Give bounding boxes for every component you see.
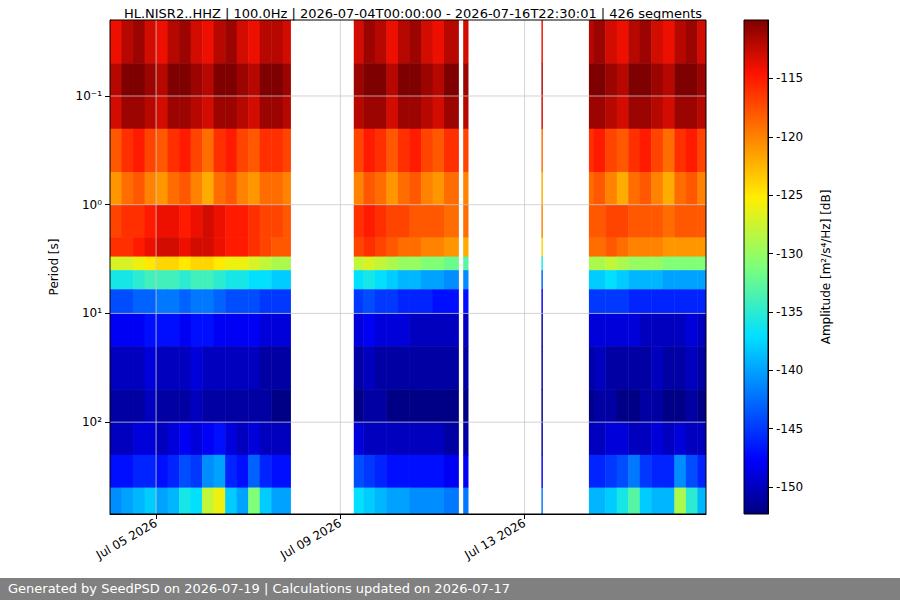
svg-text:-135: -135 bbox=[776, 305, 803, 319]
svg-text:Period [s]: Period [s] bbox=[47, 239, 61, 296]
svg-text:Generated by SeedPSD on 2026-0: Generated by SeedPSD on 2026-07-19 | Cal… bbox=[8, 581, 510, 596]
svg-text:10⁰: 10⁰ bbox=[82, 198, 102, 212]
svg-text:-130: -130 bbox=[776, 247, 803, 261]
svg-text:HL.NISR2..HHZ | 100.0Hz | 2026: HL.NISR2..HHZ | 100.0Hz | 2026-07-04T00:… bbox=[124, 6, 702, 21]
svg-text:Amplitude [m²/s⁴/Hz] [dB]: Amplitude [m²/s⁴/Hz] [dB] bbox=[819, 190, 833, 345]
svg-text:10⁻¹: 10⁻¹ bbox=[76, 89, 103, 103]
svg-text:-115: -115 bbox=[776, 71, 803, 85]
svg-text:-120: -120 bbox=[776, 130, 803, 144]
svg-text:Jul 09 2026: Jul 09 2026 bbox=[277, 516, 344, 563]
svg-text:-150: -150 bbox=[776, 480, 803, 494]
svg-text:10²: 10² bbox=[82, 415, 102, 429]
svg-text:Jul 13 2026: Jul 13 2026 bbox=[462, 516, 529, 563]
svg-text:-140: -140 bbox=[776, 363, 803, 377]
svg-text:-145: -145 bbox=[776, 422, 803, 436]
svg-text:-125: -125 bbox=[776, 188, 803, 202]
svg-text:Jul 05 2026: Jul 05 2026 bbox=[93, 516, 160, 563]
svg-text:10¹: 10¹ bbox=[82, 306, 102, 320]
